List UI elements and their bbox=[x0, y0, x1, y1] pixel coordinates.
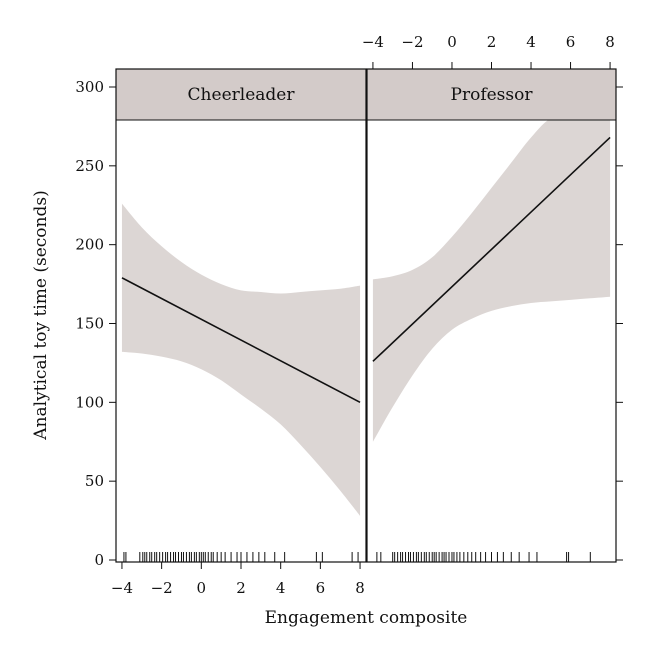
y-tick-label: 250 bbox=[75, 157, 104, 175]
y-tick-label: 200 bbox=[75, 236, 104, 254]
x-tick-label-bottom: 6 bbox=[316, 579, 326, 597]
x-tick-label-bottom: 4 bbox=[276, 579, 286, 597]
x-tick-label-bottom: 8 bbox=[355, 579, 365, 597]
rug-cheerleader bbox=[123, 552, 359, 562]
y-axis-title: Analytical toy time (seconds) bbox=[31, 190, 51, 440]
confidence-band-professor bbox=[372, 120, 611, 442]
rug-professor bbox=[376, 552, 591, 562]
x-tick-label-top: −2 bbox=[401, 33, 423, 51]
x-tick-label-top: −4 bbox=[362, 33, 384, 51]
x-tick-label-top: 6 bbox=[566, 33, 576, 51]
strip-cheerleader bbox=[115, 68, 367, 121]
x-tick-label-bottom: −4 bbox=[111, 579, 133, 597]
x-tick-label-bottom: −2 bbox=[151, 579, 173, 597]
x-tick-label-top: 2 bbox=[487, 33, 497, 51]
panel-cheerleader: Cheerleader bbox=[115, 68, 367, 562]
panel-professor: Professor bbox=[366, 68, 617, 562]
confidence-band-cheerleader bbox=[121, 203, 361, 516]
x-tick-label-bottom: 0 bbox=[197, 579, 207, 597]
y-tick-label: 100 bbox=[75, 393, 104, 411]
x-axis-title: Engagement composite bbox=[265, 608, 468, 628]
x-tick-label-bottom: 2 bbox=[236, 579, 246, 597]
y-tick-label: 50 bbox=[85, 472, 104, 490]
strip-label-professor: Professor bbox=[451, 85, 534, 105]
x-tick-label-top: 8 bbox=[605, 33, 615, 51]
y-tick-label: 0 bbox=[94, 551, 104, 569]
x-tick-label-top: 4 bbox=[526, 33, 536, 51]
y-tick-label: 150 bbox=[75, 315, 104, 333]
axes: 0 50 100 150 200 250 300 −4 −4 −2 −2 0 0 2 2 4 4 6 6 8 8 bbox=[75, 33, 623, 597]
x-tick-label-top: 0 bbox=[447, 33, 457, 51]
regression-line-cheerleader bbox=[121, 277, 361, 404]
strip-label-cheerleader: Cheerleader bbox=[188, 85, 296, 105]
y-tick-label: 300 bbox=[75, 78, 104, 96]
regression-line-professor bbox=[372, 136, 611, 362]
